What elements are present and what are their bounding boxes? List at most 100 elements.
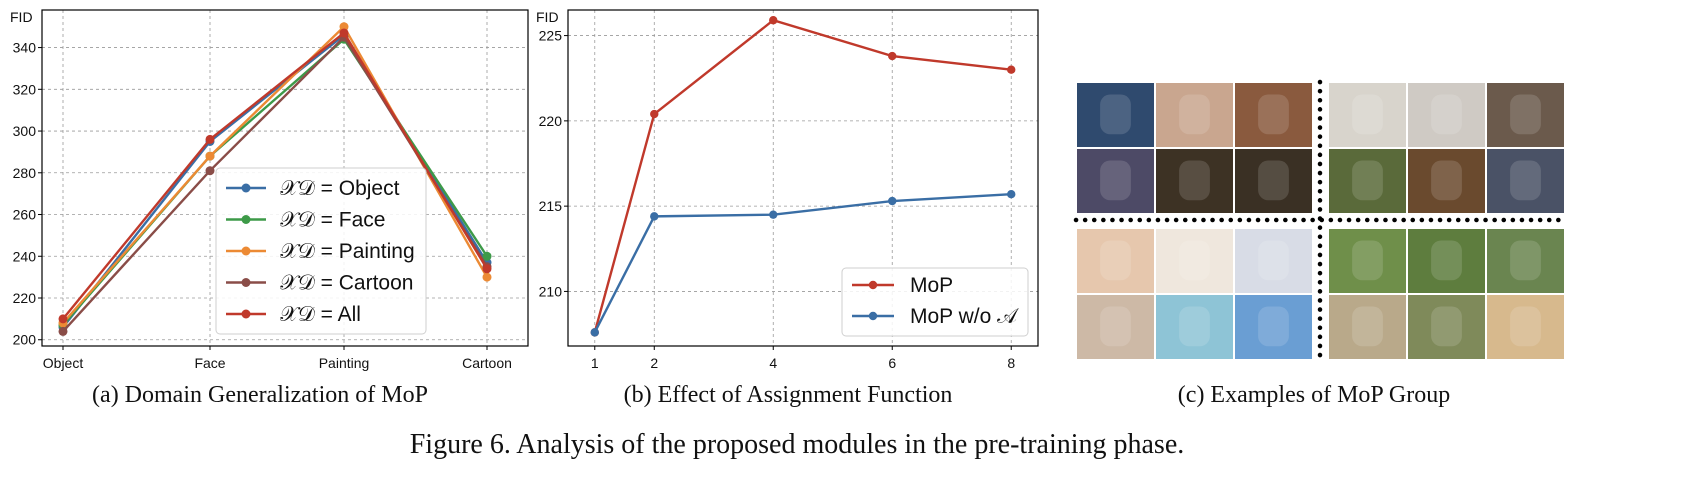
panel-a-data-point — [482, 272, 492, 282]
panel-b-data-point — [769, 16, 778, 25]
example-image-tile — [1235, 295, 1312, 359]
panel-a-legend-marker — [241, 278, 251, 287]
panel-b-data-point — [888, 196, 897, 206]
panel-a-domain-generalization-chart: 200 220 240 260 280 300 320 340 Object Face Painti… — [10, 9, 529, 371]
panel-a-data-point — [205, 151, 215, 161]
panel-a-data-point — [482, 264, 492, 274]
example-image-tile — [1408, 295, 1485, 359]
panel-a-legend-label: 𝒳𝒟 = Cartoon — [280, 272, 413, 295]
panel-a-xtick-label: Object — [43, 355, 84, 371]
panel-b-legend-label: MoP w/o 𝒜 — [910, 305, 1019, 328]
panel-b-legend: MoP MoP w/o 𝒜 — [841, 267, 1029, 337]
example-image-tile — [1487, 229, 1564, 293]
panel-a-xtick-label: Face — [194, 355, 225, 371]
panel-b-assignment-function-chart: 210 215 220 225 1 2 4 6 8 FID MoP MoP w/o 𝒜 — [536, 9, 1039, 371]
example-image-subject — [1179, 160, 1210, 201]
example-image-tile — [1329, 295, 1406, 359]
panel-a-series — [58, 22, 492, 336]
panel-a-data-point — [339, 22, 349, 32]
example-image-tile — [1156, 83, 1233, 147]
panel-a-ytick-label: 300 — [13, 123, 37, 139]
example-image-subject — [1431, 240, 1462, 281]
panel-a-ylabel: FID — [10, 9, 33, 25]
example-image-subject — [1100, 160, 1131, 201]
example-image-tile — [1487, 149, 1564, 213]
example-image-tile — [1235, 229, 1312, 293]
panel-b-xtick-label: 1 — [591, 355, 599, 371]
panel-a-xtick-label: Cartoon — [462, 355, 512, 371]
panel-b-legend-marker — [868, 280, 878, 290]
panel-b-legend-marker — [868, 311, 878, 321]
panel-b-data-point — [650, 109, 659, 119]
example-image-tile — [1077, 83, 1154, 147]
example-image-tile — [1487, 83, 1564, 147]
caption-c: (c) Examples of MoP Group — [1178, 382, 1450, 408]
panel-a-ticks: 200 220 240 260 280 300 320 340 Object Face Painti… — [13, 40, 512, 371]
example-image-subject — [1100, 94, 1131, 135]
panel-a-ytick-label: 240 — [13, 248, 37, 264]
example-image-tile — [1329, 229, 1406, 293]
panel-b-ytick-label: 220 — [539, 113, 563, 129]
example-image-tile — [1235, 83, 1312, 147]
example-image-tile — [1408, 229, 1485, 293]
panel-a-legend-label: 𝒳𝒟 = Object — [280, 177, 400, 200]
example-image-subject — [1352, 306, 1383, 347]
example-image-tile — [1156, 149, 1233, 213]
panel-b-xtick-label: 6 — [888, 355, 896, 371]
example-image-tile — [1329, 149, 1406, 213]
example-image-tile — [1156, 295, 1233, 359]
panel-b-data-point — [769, 210, 778, 219]
panel-a-legend-label: 𝒳𝒟 = Face — [280, 209, 385, 232]
panel-c-example-image-grid — [1073, 79, 1565, 365]
example-image-subject — [1352, 240, 1383, 281]
panel-a-legend-marker — [241, 215, 251, 224]
example-image-tile — [1077, 149, 1154, 213]
example-image-tile — [1077, 295, 1154, 359]
figure-caption: Figure 6. Analysis of the proposed modul… — [410, 429, 1185, 460]
panel-a-ytick-label: 340 — [13, 40, 37, 56]
panel-a-ytick-label: 200 — [13, 332, 37, 348]
panel-b-data-point — [1007, 190, 1016, 199]
panel-b-xtick-label: 8 — [1007, 355, 1015, 371]
example-image-subject — [1352, 160, 1383, 201]
example-image-subject — [1100, 240, 1131, 281]
panel-b-ytick-label: 215 — [539, 198, 563, 214]
panel-a-series-line-4 — [62, 31, 489, 320]
example-image-subject — [1431, 306, 1462, 347]
panel-a-data-point — [58, 326, 68, 336]
example-image-tile — [1408, 149, 1485, 213]
panel-a-data-point — [482, 251, 492, 261]
panel-a-data-point — [205, 134, 215, 144]
example-image-tile — [1077, 229, 1154, 293]
example-image-subject — [1510, 240, 1541, 281]
panel-a-data-point — [339, 28, 349, 38]
panel-b-ytick-label: 210 — [539, 283, 563, 299]
caption-b: (b) Effect of Assignment Function — [624, 382, 953, 408]
example-image-tile — [1156, 229, 1233, 293]
example-image-subject — [1510, 306, 1541, 347]
panel-a-ytick-label: 220 — [13, 290, 37, 306]
panel-a-legend: 𝒳𝒟 = Object 𝒳𝒟 = Face 𝒳𝒟 = Painting 𝒳𝒟 = Ca… — [215, 167, 427, 335]
example-image-tile — [1408, 83, 1485, 147]
example-image-subject — [1179, 306, 1210, 347]
panel-a-legend-marker — [241, 309, 251, 319]
example-image-subject — [1431, 94, 1462, 135]
example-image-tile — [1487, 295, 1564, 359]
panel-b-xtick-label: 2 — [650, 355, 658, 371]
panel-a-data-point — [205, 166, 215, 176]
example-image-subject — [1258, 94, 1289, 135]
example-image-subject — [1179, 94, 1210, 135]
panel-b-xtick-label: 4 — [769, 355, 777, 371]
panel-b-data-point — [888, 51, 897, 61]
panel-a-ytick-label: 260 — [13, 207, 37, 223]
panel-a-legend-marker — [241, 246, 251, 256]
example-image-subject — [1258, 306, 1289, 347]
example-image-subject — [1510, 160, 1541, 201]
example-image-subject — [1510, 94, 1541, 135]
example-image-subject — [1258, 240, 1289, 281]
caption-a: (a) Domain Generalization of MoP — [92, 382, 428, 408]
example-image-subject — [1258, 160, 1289, 201]
panel-b-ytick-label: 225 — [539, 28, 563, 44]
panel-a-legend-label: 𝒳𝒟 = All — [280, 303, 361, 326]
panel-b-series — [590, 16, 1016, 337]
